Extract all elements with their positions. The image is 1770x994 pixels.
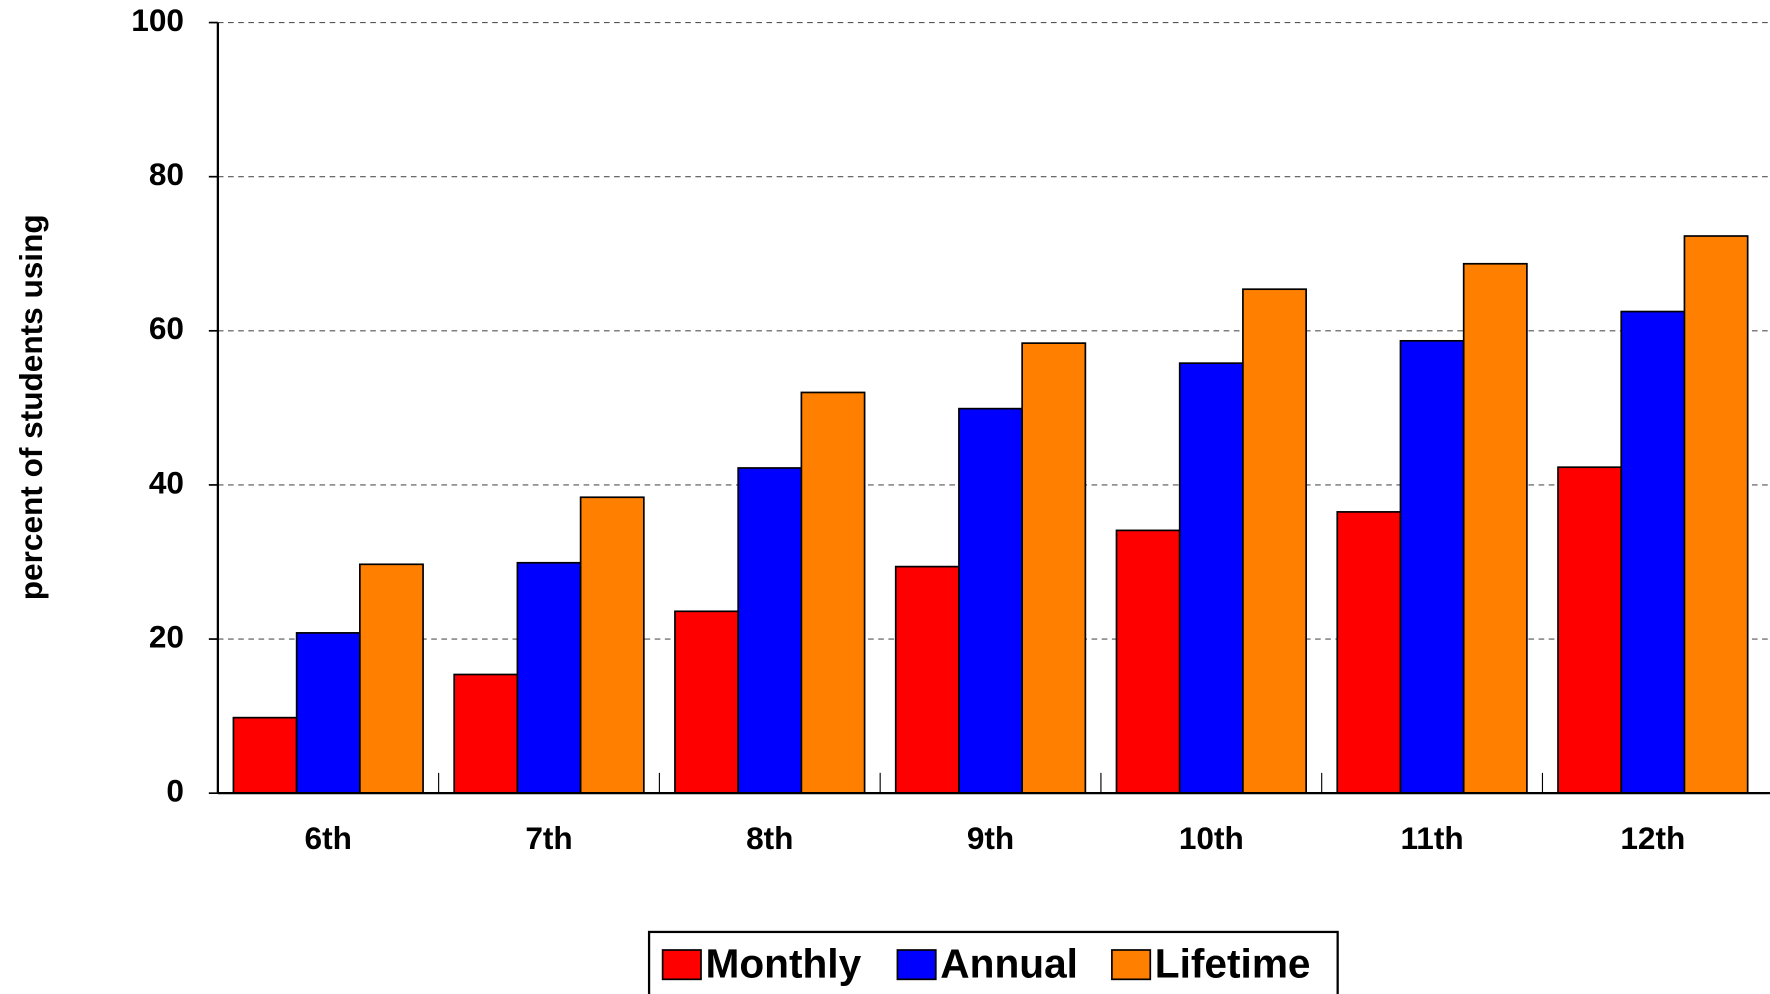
y-tick-label: 20 (149, 618, 184, 654)
bar (295, 632, 361, 795)
y-tick-label: 80 (149, 156, 184, 192)
bar (579, 496, 645, 795)
bar (958, 407, 1023, 795)
bar (800, 391, 866, 795)
legend-label: Lifetime (1155, 941, 1311, 987)
legend-label: Annual (940, 941, 1078, 987)
legend-swatch (661, 949, 702, 981)
y-tick-label: 0 (166, 773, 184, 809)
y-tick-label: 60 (149, 310, 184, 346)
bar (1683, 235, 1749, 795)
y-tick-label: 100 (131, 2, 184, 38)
x-tick-label: 10th (1179, 820, 1244, 856)
bar (1115, 529, 1181, 795)
bar (894, 565, 960, 795)
bar (1557, 466, 1623, 795)
bar (1399, 339, 1465, 795)
legend-box (647, 930, 1339, 994)
x-tick-label: 7th (525, 820, 572, 856)
y-tick-label: 40 (149, 464, 184, 500)
legend-label: Monthly (706, 941, 862, 987)
bar (1021, 342, 1087, 795)
bar (737, 467, 803, 795)
x-tick-label: 12th (1620, 820, 1685, 856)
x-tick-label: 8th (746, 820, 793, 856)
bar (1620, 310, 1686, 795)
legend-swatch (896, 949, 937, 981)
x-tick-label: 11th (1400, 820, 1463, 856)
bar (516, 561, 582, 795)
bar (359, 563, 424, 795)
bar (1336, 511, 1402, 795)
legend-swatch (1111, 949, 1152, 981)
bar (1242, 288, 1307, 795)
bar (232, 716, 298, 795)
bar (453, 673, 519, 795)
y-axis-label: percent of students using (13, 214, 49, 600)
bar (674, 610, 740, 795)
bar (1178, 362, 1244, 795)
x-tick-label: 9th (967, 820, 1014, 856)
bar (1462, 262, 1528, 795)
x-tick-label: 6th (305, 820, 352, 856)
